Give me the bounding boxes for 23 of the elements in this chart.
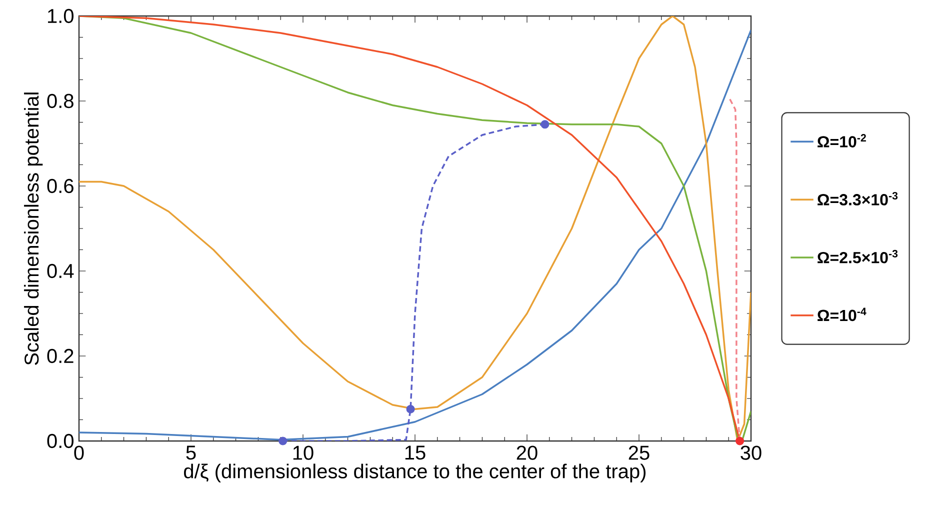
x-tick-label: 20 — [516, 446, 538, 460]
y-tick-label: 0.6 — [47, 178, 74, 194]
legend-label: Ω=10$^{-4}$ — [818, 308, 866, 322]
x-tick-label: 30 — [740, 446, 762, 460]
y-tick-label: 0.8 — [47, 94, 74, 108]
x-tick-label: 0 — [74, 446, 84, 460]
x-tick-label: 5 — [186, 446, 196, 460]
x-tick-label: 15 — [405, 446, 426, 460]
y-axis-title: Scaled dimensionless potential — [24, 92, 43, 365]
legend-label: Ω=10$^{-2}$ — [818, 134, 866, 148]
legend-label: Ω=2.5×10$^{-3}$ — [818, 250, 898, 264]
point — [278, 436, 288, 446]
x-tick-label: 25 — [628, 446, 650, 460]
point — [406, 404, 415, 414]
point — [540, 120, 550, 129]
y-tick-label: 0.4 — [47, 264, 74, 278]
y-tick-label: 0.0 — [47, 434, 74, 448]
y-tick-label: 0.2 — [47, 348, 74, 364]
legend-label: Ω=3.3×10$^{-3}$ — [818, 192, 898, 206]
y-tick-label: 1.0 — [48, 8, 74, 24]
x-axis-title: d/ξ (dimensionless distance to the center of the trap) — [184, 464, 646, 482]
point — [736, 436, 744, 446]
x-tick-label: 10 — [293, 446, 314, 460]
